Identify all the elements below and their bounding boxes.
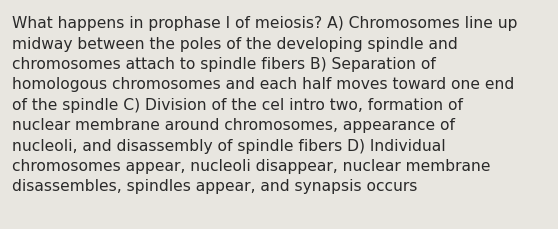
Text: What happens in prophase I of meiosis? A) Chromosomes line up
midway between the: What happens in prophase I of meiosis? A… (12, 16, 518, 194)
